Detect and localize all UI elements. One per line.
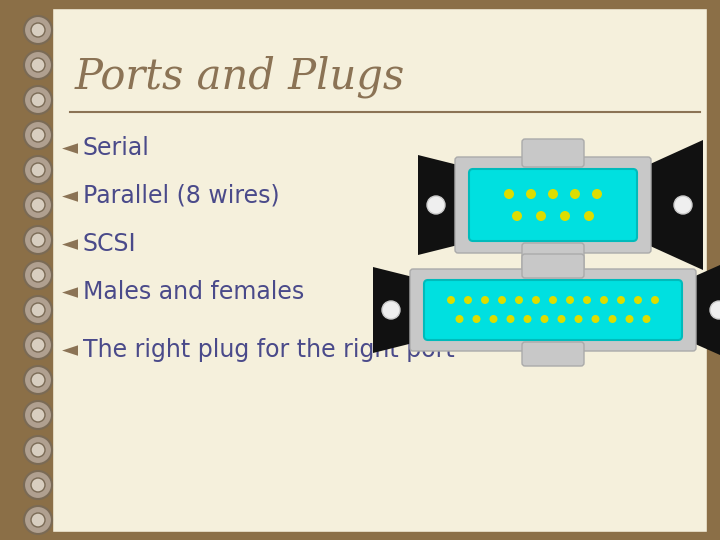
Circle shape xyxy=(600,296,608,304)
Circle shape xyxy=(506,315,515,323)
Polygon shape xyxy=(418,155,458,255)
Text: ◄: ◄ xyxy=(62,340,78,360)
Circle shape xyxy=(24,401,52,429)
Circle shape xyxy=(31,128,45,142)
Circle shape xyxy=(592,315,600,323)
Circle shape xyxy=(24,86,52,114)
Circle shape xyxy=(31,58,45,72)
FancyBboxPatch shape xyxy=(424,280,682,340)
Circle shape xyxy=(24,331,52,359)
Circle shape xyxy=(575,315,582,323)
Circle shape xyxy=(592,189,602,199)
Circle shape xyxy=(24,16,52,44)
Circle shape xyxy=(523,315,531,323)
Circle shape xyxy=(634,296,642,304)
Circle shape xyxy=(532,296,540,304)
Circle shape xyxy=(31,443,45,457)
FancyBboxPatch shape xyxy=(522,342,584,366)
Text: Ports and Plugs: Ports and Plugs xyxy=(75,55,405,98)
Circle shape xyxy=(382,301,400,319)
Circle shape xyxy=(31,408,45,422)
Circle shape xyxy=(24,261,52,289)
Circle shape xyxy=(526,189,536,199)
Circle shape xyxy=(427,196,445,214)
Circle shape xyxy=(24,436,52,464)
FancyBboxPatch shape xyxy=(522,254,584,278)
Circle shape xyxy=(481,296,489,304)
Circle shape xyxy=(549,296,557,304)
Circle shape xyxy=(584,211,594,221)
Circle shape xyxy=(31,198,45,212)
Circle shape xyxy=(464,296,472,304)
Circle shape xyxy=(710,301,720,319)
Circle shape xyxy=(504,189,514,199)
Circle shape xyxy=(674,196,692,214)
Circle shape xyxy=(583,296,591,304)
Circle shape xyxy=(31,373,45,387)
Polygon shape xyxy=(373,267,413,353)
FancyBboxPatch shape xyxy=(410,269,696,351)
Text: Parallel (8 wires): Parallel (8 wires) xyxy=(83,184,279,208)
Circle shape xyxy=(490,315,498,323)
Text: ◄: ◄ xyxy=(62,138,78,158)
Circle shape xyxy=(512,211,522,221)
Circle shape xyxy=(24,191,52,219)
Text: Serial: Serial xyxy=(83,136,150,160)
Circle shape xyxy=(31,268,45,282)
Circle shape xyxy=(31,513,45,527)
FancyBboxPatch shape xyxy=(522,139,584,167)
Circle shape xyxy=(651,296,659,304)
Circle shape xyxy=(31,93,45,107)
Circle shape xyxy=(447,296,455,304)
Circle shape xyxy=(498,296,506,304)
Circle shape xyxy=(24,296,52,324)
FancyBboxPatch shape xyxy=(522,243,584,271)
Circle shape xyxy=(626,315,634,323)
Circle shape xyxy=(24,121,52,149)
Circle shape xyxy=(548,189,558,199)
Text: ◄: ◄ xyxy=(62,234,78,254)
FancyBboxPatch shape xyxy=(52,8,707,532)
Polygon shape xyxy=(693,257,720,363)
Text: The right plug for the right port: The right plug for the right port xyxy=(83,338,455,362)
Circle shape xyxy=(560,211,570,221)
Text: Males and females: Males and females xyxy=(83,280,305,304)
Circle shape xyxy=(24,366,52,394)
Circle shape xyxy=(541,315,549,323)
Circle shape xyxy=(456,315,464,323)
Circle shape xyxy=(24,506,52,534)
Circle shape xyxy=(642,315,650,323)
Polygon shape xyxy=(648,140,703,270)
Circle shape xyxy=(31,163,45,177)
Circle shape xyxy=(617,296,625,304)
Circle shape xyxy=(24,471,52,499)
Circle shape xyxy=(31,23,45,37)
Circle shape xyxy=(608,315,616,323)
Circle shape xyxy=(570,189,580,199)
FancyBboxPatch shape xyxy=(469,169,637,241)
Circle shape xyxy=(557,315,565,323)
Circle shape xyxy=(31,233,45,247)
Circle shape xyxy=(31,478,45,492)
FancyBboxPatch shape xyxy=(455,157,651,253)
Text: ◄: ◄ xyxy=(62,186,78,206)
Text: ◄: ◄ xyxy=(62,282,78,302)
Circle shape xyxy=(566,296,574,304)
Circle shape xyxy=(31,338,45,352)
Circle shape xyxy=(24,226,52,254)
Circle shape xyxy=(536,211,546,221)
Circle shape xyxy=(24,156,52,184)
Circle shape xyxy=(515,296,523,304)
Circle shape xyxy=(472,315,480,323)
Text: SCSI: SCSI xyxy=(83,232,137,256)
Circle shape xyxy=(24,51,52,79)
Circle shape xyxy=(31,303,45,317)
